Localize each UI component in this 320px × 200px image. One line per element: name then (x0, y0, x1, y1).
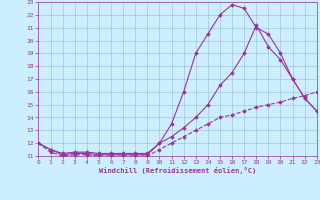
X-axis label: Windchill (Refroidissement éolien,°C): Windchill (Refroidissement éolien,°C) (99, 167, 256, 174)
